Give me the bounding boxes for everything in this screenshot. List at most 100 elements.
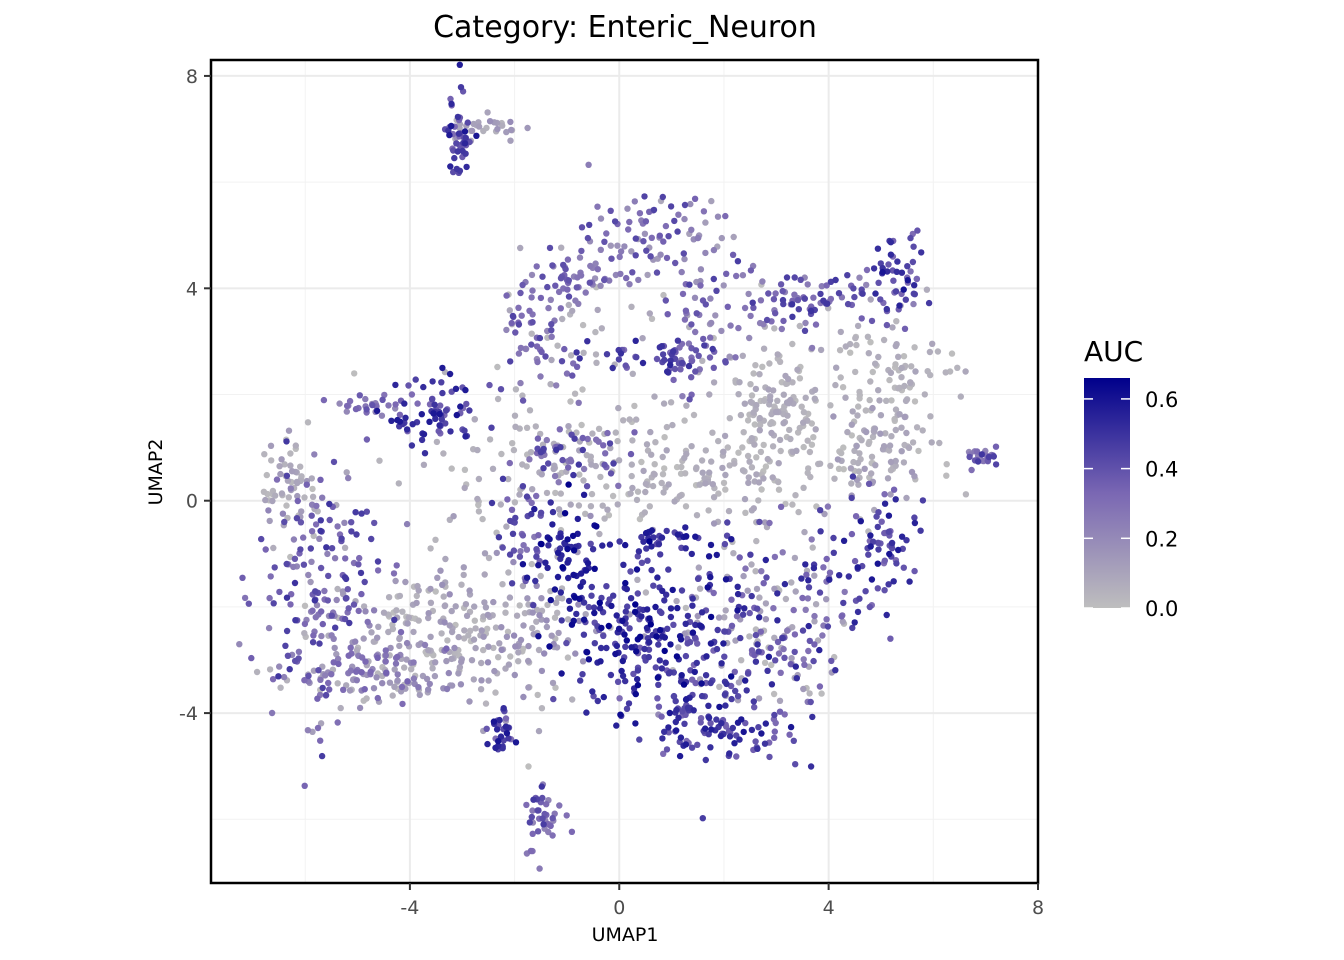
cell-point (317, 720, 325, 727)
cell-point (753, 471, 760, 478)
cell-point (626, 625, 633, 632)
cell-point (679, 393, 686, 400)
cell-point (641, 509, 648, 516)
cell-point (392, 660, 400, 667)
cell-point (556, 426, 563, 433)
cell-point (599, 542, 606, 549)
cell-point (510, 558, 517, 566)
cell-point (686, 396, 693, 403)
cell-point (537, 294, 545, 302)
cell-point (780, 645, 787, 653)
cell-point (573, 284, 580, 291)
cell-point (628, 472, 635, 480)
cell-point (370, 685, 378, 692)
cell-point (408, 666, 415, 673)
cell-point (709, 481, 716, 488)
cell-point (867, 378, 874, 385)
cell-point (775, 460, 782, 467)
cell-point (735, 391, 742, 398)
cell-point (688, 357, 695, 365)
cell-point (872, 462, 879, 469)
cell-point (719, 464, 726, 472)
cell-point (580, 616, 588, 623)
cell-point (328, 612, 335, 619)
cell-point (662, 297, 669, 304)
cell-point (276, 663, 283, 670)
cell-point (312, 521, 320, 528)
cell-point (569, 696, 576, 703)
cell-point (842, 343, 849, 350)
cell-point (493, 726, 501, 733)
cell-point (851, 557, 859, 565)
cell-point (644, 557, 651, 564)
cell-point (561, 345, 568, 353)
cell-point (758, 730, 765, 737)
cell-point (752, 362, 759, 369)
cell-point (702, 301, 709, 308)
cell-point (759, 363, 766, 370)
cell-point (746, 609, 753, 617)
cell-point (379, 680, 386, 687)
cell-point (811, 641, 818, 648)
cell-point (750, 409, 757, 416)
cell-point (399, 608, 406, 615)
cell-point (771, 634, 778, 641)
cell-point (801, 528, 808, 536)
cell-point (587, 540, 594, 547)
cell-point (892, 462, 899, 469)
cell-point (517, 379, 524, 387)
cell-point (738, 657, 745, 664)
cell-point (715, 490, 722, 497)
cell-point (290, 563, 297, 571)
cell-point (887, 239, 894, 246)
cell-point (284, 477, 292, 484)
cell-point (838, 613, 845, 620)
cell-point (601, 461, 608, 468)
cell-point (803, 571, 810, 578)
cell-point (697, 266, 705, 273)
cell-point (546, 244, 554, 252)
cell-point (356, 554, 363, 562)
cell-point (603, 483, 610, 490)
cell-point (642, 488, 649, 496)
cell-point (538, 348, 545, 356)
cell-point (781, 654, 788, 661)
cell-point (702, 480, 709, 487)
cell-point (839, 618, 846, 625)
cell-point (676, 752, 684, 760)
cell-point (659, 587, 666, 595)
cell-point (364, 618, 371, 626)
cell-point (510, 547, 518, 554)
cell-point (823, 616, 830, 623)
cell-point (470, 676, 477, 683)
cell-point (580, 631, 588, 638)
cell-point (667, 203, 675, 210)
y-axis-title: UMAP2 (145, 439, 167, 506)
cell-point (817, 290, 824, 298)
cell-point (362, 658, 369, 665)
cell-point (266, 517, 273, 525)
cell-point (832, 276, 839, 284)
cell-point (747, 312, 754, 320)
cell-point (558, 358, 566, 365)
cell-point (791, 554, 799, 562)
cell-point (800, 656, 807, 663)
cell-point (895, 385, 902, 392)
cell-point (731, 668, 738, 675)
cell-point (768, 661, 775, 669)
cell-point (800, 419, 807, 426)
cell-point (455, 130, 463, 137)
cell-point (526, 307, 533, 314)
cell-point (447, 428, 454, 435)
cell-point (688, 550, 695, 558)
cell-point (579, 446, 586, 454)
cell-point (494, 363, 501, 371)
cell-point (818, 690, 825, 697)
cell-point (529, 609, 536, 616)
cell-point (852, 334, 859, 342)
cell-point (756, 427, 763, 434)
cell-point (528, 330, 535, 337)
cell-point (744, 670, 752, 677)
cell-point (660, 238, 667, 245)
cell-point (434, 574, 441, 581)
